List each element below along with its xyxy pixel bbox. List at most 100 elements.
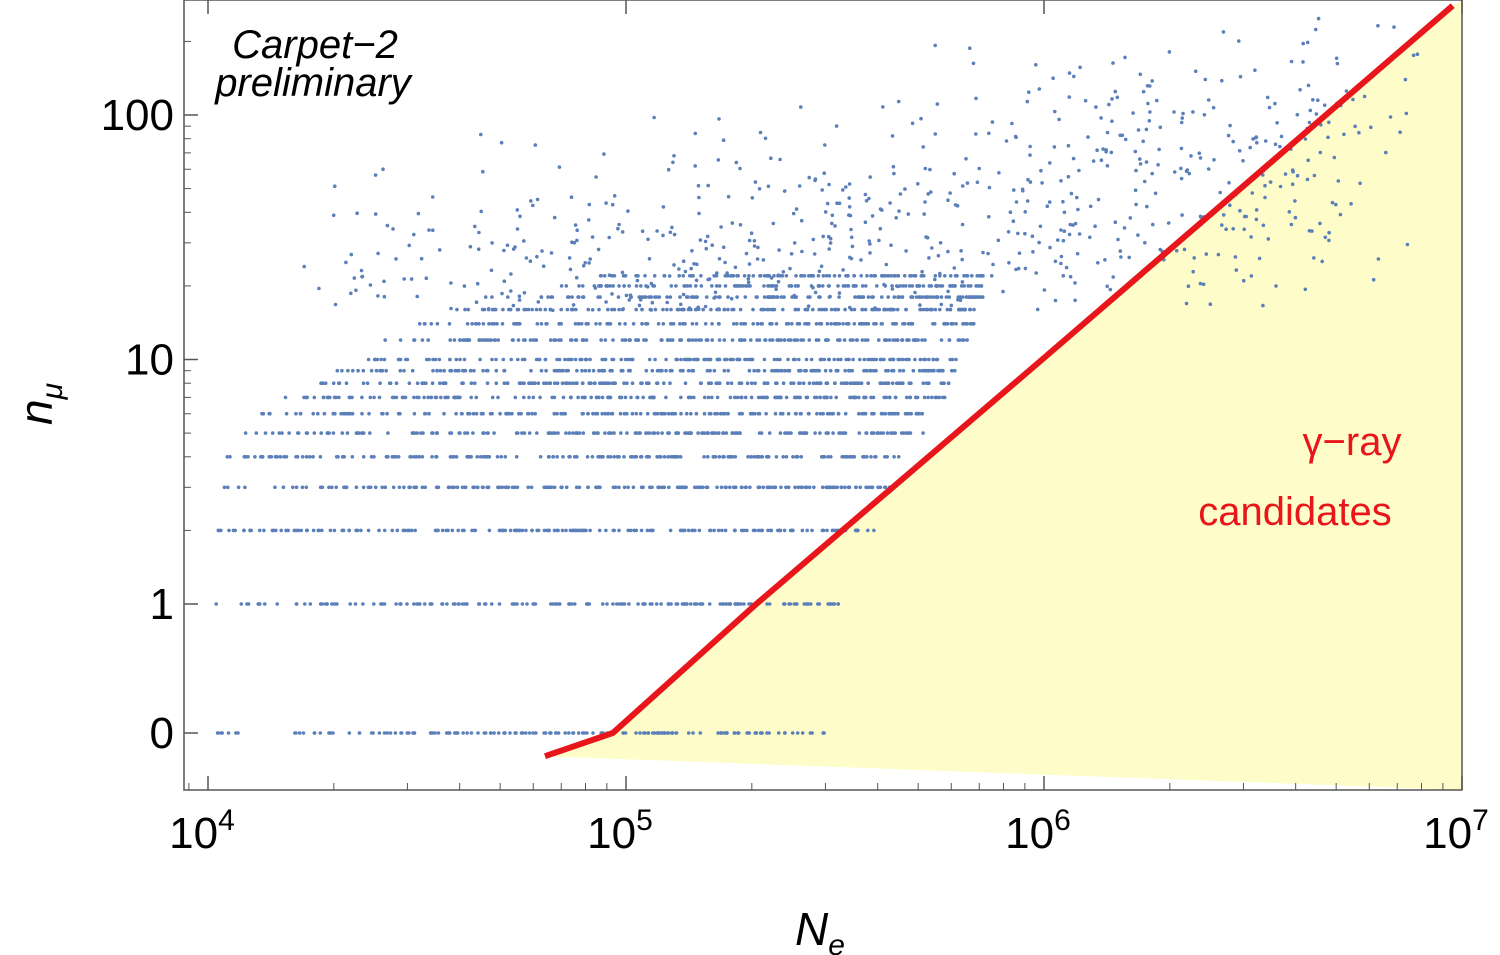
data-point: [763, 338, 768, 342]
data-point: [747, 731, 751, 735]
data-point: [1226, 133, 1231, 138]
data-point: [667, 431, 671, 435]
data-point: [765, 395, 769, 400]
data-point: [1220, 78, 1224, 83]
data-point: [359, 528, 363, 533]
data-point: [394, 257, 398, 261]
data-point: [747, 262, 752, 266]
data-point: [1338, 212, 1343, 217]
data-point: [1206, 167, 1211, 171]
data-point: [763, 381, 767, 386]
data-point: [1344, 89, 1349, 93]
data-point: [520, 731, 525, 735]
data-point: [1228, 123, 1232, 128]
data-point: [605, 284, 610, 288]
data-point: [373, 212, 378, 216]
data-point: [774, 284, 779, 288]
data-point: [1037, 87, 1042, 91]
data-point: [829, 322, 833, 326]
data-point: [226, 485, 230, 490]
data-point: [496, 338, 501, 342]
data-point: [420, 338, 425, 342]
data-point: [668, 230, 673, 235]
data-point: [628, 357, 633, 362]
data-point: [904, 249, 908, 253]
data-point: [597, 395, 601, 400]
data-point: [717, 307, 721, 311]
data-point: [415, 431, 420, 435]
data-point: [741, 322, 746, 326]
data-point: [910, 322, 915, 326]
data-point: [352, 276, 357, 280]
data-point: [328, 395, 332, 400]
data-point: [372, 455, 376, 459]
data-point: [559, 322, 563, 326]
data-point: [243, 431, 248, 435]
data-point: [750, 196, 755, 200]
data-point: [946, 198, 950, 202]
data-point: [898, 192, 903, 196]
data-point: [841, 188, 845, 192]
data-point: [528, 338, 533, 342]
data-point: [703, 239, 708, 244]
data-point: [542, 485, 546, 490]
data-point: [1334, 56, 1339, 61]
data-point: [1257, 256, 1262, 261]
data-point: [1369, 125, 1373, 130]
data-point: [308, 602, 313, 606]
data-point: [739, 284, 743, 288]
data-point: [827, 274, 832, 278]
data-point: [436, 731, 441, 735]
data-point: [943, 322, 947, 326]
data-point: [311, 411, 316, 416]
data-point: [836, 411, 841, 416]
data-point: [904, 395, 909, 400]
data-point: [1073, 298, 1077, 303]
data-point: [625, 411, 629, 416]
data-point: [1144, 160, 1149, 164]
data-point: [1179, 120, 1184, 125]
data-point: [817, 284, 821, 288]
data-point: [296, 528, 301, 533]
data-point: [420, 381, 424, 386]
data-point: [317, 286, 321, 291]
data-point: [659, 455, 663, 459]
data-point: [481, 169, 485, 174]
data-point: [530, 411, 534, 416]
data-point: [608, 455, 613, 459]
data-point: [397, 485, 402, 490]
data-point: [948, 284, 952, 288]
data-point: [450, 455, 455, 459]
data-point: [820, 307, 824, 312]
data-point: [327, 431, 331, 435]
data-point: [574, 307, 578, 312]
data-point: [799, 218, 804, 223]
data-point: [832, 357, 836, 362]
data-point: [794, 274, 798, 278]
data-point: [774, 455, 779, 459]
data-point: [864, 198, 869, 203]
data-point: [496, 485, 500, 490]
data-point: [471, 431, 475, 435]
data-point: [769, 528, 774, 533]
data-point: [781, 455, 785, 459]
data-point: [809, 357, 814, 362]
data-point: [788, 266, 792, 271]
data-point: [1167, 50, 1172, 54]
data-point: [510, 602, 515, 606]
data-point: [319, 431, 324, 435]
data-point: [1220, 223, 1224, 227]
data-point: [544, 381, 549, 386]
data-point: [412, 395, 416, 400]
data-point: [1318, 221, 1322, 226]
data-point: [938, 271, 942, 276]
data-point: [569, 338, 574, 342]
data-point: [919, 116, 923, 121]
data-point: [570, 240, 574, 244]
data-point: [830, 485, 834, 490]
data-point: [617, 602, 622, 606]
data-point: [747, 368, 752, 373]
data-point: [645, 381, 650, 386]
data-point: [368, 395, 373, 400]
data-point: [676, 307, 681, 312]
